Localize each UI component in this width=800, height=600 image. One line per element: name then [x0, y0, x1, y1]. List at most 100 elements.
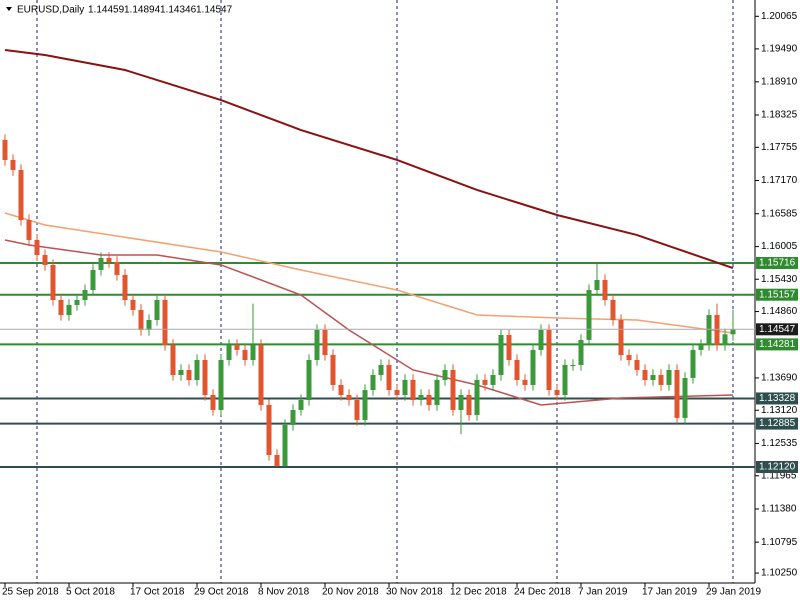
candle-body — [282, 424, 288, 466]
level-label: 1.12885 — [759, 418, 796, 429]
y-tick-label: 1.10250 — [761, 568, 798, 579]
candle-body — [642, 369, 648, 380]
candle-body — [194, 359, 200, 380]
menu-arrow[interactable] — [6, 7, 12, 11]
candle-body — [410, 379, 416, 400]
y-tick-label: 1.19490 — [761, 44, 798, 55]
y-tick-label: 1.11965 — [761, 470, 797, 481]
x-tick-label: 29 Oct 2018 — [194, 587, 249, 598]
candle-body — [34, 239, 40, 255]
candle-body — [618, 320, 624, 356]
moving-average — [4, 212, 734, 334]
candle-body — [546, 329, 552, 391]
candle-body — [626, 355, 632, 360]
candle-body — [674, 369, 680, 418]
level-label: 1.15716 — [759, 258, 796, 269]
candle-body — [114, 261, 120, 275]
candle-body — [306, 359, 312, 400]
candle-body — [98, 258, 104, 270]
x-tick-label: 12 Dec 2018 — [450, 587, 507, 598]
candle-body — [42, 254, 48, 265]
candle-body — [234, 344, 240, 350]
x-tick-label: 25 Sep 2018 — [2, 587, 59, 598]
candle-body — [402, 379, 408, 396]
x-tick-label: 17 Oct 2018 — [130, 587, 185, 598]
candle-body — [378, 364, 384, 375]
candle-body — [394, 390, 400, 396]
candle-body — [74, 299, 80, 305]
level-label-box — [756, 392, 798, 405]
candle-body — [442, 369, 448, 380]
candle-body — [690, 349, 696, 378]
candle-body — [10, 159, 16, 171]
candle-body — [570, 364, 576, 366]
x-tick-label: 24 Dec 2018 — [514, 587, 571, 598]
candle-body — [666, 369, 672, 385]
level-label-box — [756, 256, 798, 269]
candle-body — [482, 379, 488, 385]
candle-body — [82, 289, 88, 300]
candle-body — [634, 359, 640, 370]
candle-body — [106, 258, 112, 262]
candle-body — [202, 359, 208, 396]
candle-body — [714, 315, 720, 345]
y-tick-label: 1.18910 — [761, 76, 798, 87]
candle-body — [178, 369, 184, 375]
x-tick-label: 5 Oct 2018 — [66, 587, 115, 598]
level-label-box — [756, 417, 798, 430]
candle-body — [2, 140, 8, 160]
candle-body — [138, 309, 144, 330]
candle-body — [218, 359, 224, 410]
y-tick-label: 1.15430 — [761, 274, 798, 285]
candle-body — [682, 377, 688, 418]
y-tick-label: 1.13690 — [761, 373, 798, 384]
candle-body — [474, 379, 480, 415]
level-label-box — [756, 338, 798, 351]
candle-body — [498, 334, 504, 375]
level-label: 1.13328 — [759, 393, 796, 404]
y-tick-label: 1.18325 — [761, 110, 798, 121]
candle-body — [370, 374, 376, 391]
candle-body — [434, 379, 440, 405]
candle-body — [722, 334, 728, 345]
candle-body — [458, 395, 464, 410]
price-label: 1.14547 — [759, 324, 796, 335]
x-tick-label: 8 Nov 2018 — [258, 587, 310, 598]
candle-body — [506, 334, 512, 360]
y-tick-label: 1.17755 — [761, 142, 798, 153]
chart-title: EURUSD,Daily — [17, 5, 84, 16]
candle-body — [58, 299, 64, 316]
x-tick-label: 7 Jan 2019 — [578, 587, 628, 598]
candle-body — [130, 299, 136, 310]
candle-body — [330, 355, 336, 385]
candle-body — [290, 409, 296, 425]
header-low: 1.14346 — [160, 5, 197, 16]
candle-body — [346, 395, 352, 400]
candle-body — [706, 315, 712, 345]
candle-body — [266, 404, 272, 455]
y-tick-label: 1.12535 — [761, 438, 798, 449]
candle-body — [362, 390, 368, 420]
header-open: 1.14459 — [88, 5, 125, 16]
candle-body — [314, 329, 320, 360]
candle-body — [522, 379, 528, 385]
header-close: 1.14547 — [196, 5, 233, 16]
candle-body — [298, 399, 304, 410]
candle-body — [426, 395, 432, 405]
candle-body — [418, 395, 424, 400]
candle-body — [602, 280, 608, 300]
y-tick-label: 1.20065 — [761, 11, 798, 22]
candle-body — [490, 374, 496, 385]
y-tick-label: 1.13120 — [761, 405, 798, 416]
level-label: 1.12120 — [759, 462, 796, 473]
candle-body — [90, 269, 96, 290]
candle-body — [162, 299, 168, 345]
candle-body — [698, 344, 704, 350]
candle-body — [338, 384, 344, 396]
candle-body — [322, 329, 328, 356]
candle-body — [354, 399, 360, 420]
y-tick-label: 1.10795 — [761, 537, 798, 548]
candle-body — [578, 339, 584, 365]
